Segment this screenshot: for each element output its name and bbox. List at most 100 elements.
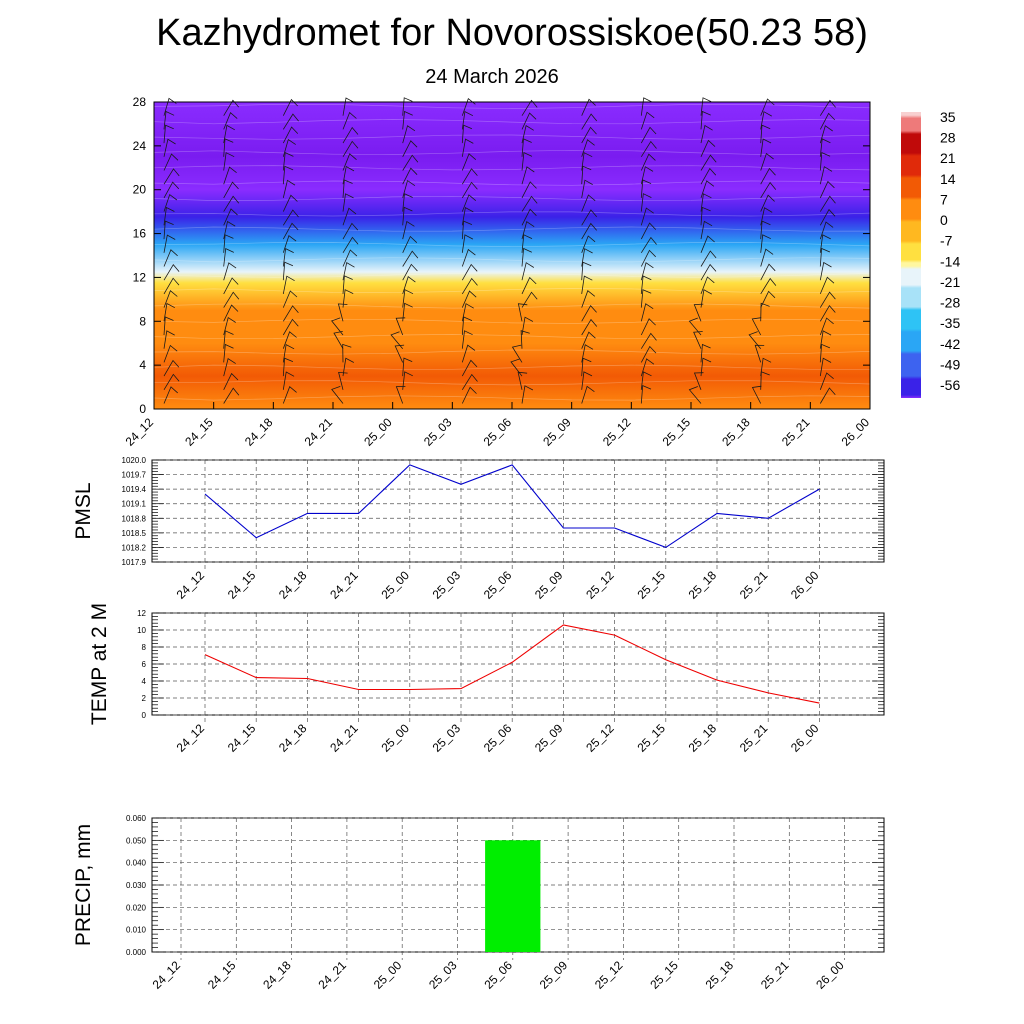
wind-barb bbox=[223, 343, 234, 363]
wind-barb bbox=[461, 234, 474, 253]
wind-barb bbox=[581, 371, 593, 390]
wind-barb bbox=[461, 386, 477, 404]
wind-barb bbox=[521, 195, 538, 212]
y-axis-label: PRECIP, mm bbox=[72, 824, 95, 946]
wind-barb bbox=[402, 276, 416, 295]
x-tick-label: 25_09 bbox=[537, 958, 571, 992]
x-tick-label: 25_00 bbox=[378, 568, 412, 602]
wind-barb bbox=[342, 111, 357, 130]
wind-barb bbox=[819, 276, 835, 295]
wind-barb bbox=[581, 165, 592, 185]
wind-barb bbox=[223, 277, 239, 295]
wind-barb bbox=[342, 236, 359, 254]
y-tick-label: 0.050 bbox=[126, 836, 147, 845]
wind-barb bbox=[402, 289, 414, 308]
contour-line bbox=[153, 119, 871, 125]
x-tick-label: 25_12 bbox=[583, 568, 617, 602]
colorbar-gradient bbox=[901, 112, 921, 398]
wind-barb bbox=[402, 97, 413, 116]
wind-barb bbox=[282, 222, 299, 240]
wind-barb bbox=[223, 181, 239, 199]
wind-barb bbox=[819, 138, 831, 157]
wind-barb bbox=[754, 344, 765, 363]
x-tick-label: 24_21 bbox=[327, 568, 361, 602]
wind-barb bbox=[819, 221, 834, 240]
wind-barb bbox=[394, 344, 405, 363]
wind-barb bbox=[640, 111, 655, 130]
y-tick-label: 10 bbox=[137, 626, 146, 635]
wind-barb bbox=[521, 316, 534, 336]
contour-line bbox=[153, 195, 871, 201]
wind-barb bbox=[760, 277, 777, 295]
wind-barb bbox=[461, 303, 474, 322]
wind-barb bbox=[342, 179, 353, 198]
y-tick-label: 0.000 bbox=[126, 948, 147, 957]
x-tick-label: 25_09 bbox=[532, 721, 566, 755]
contour-line bbox=[153, 134, 871, 140]
wind-barb bbox=[342, 126, 359, 144]
y-tick-label: 1018.5 bbox=[122, 529, 147, 538]
wind-barb bbox=[819, 99, 836, 116]
wind-barb bbox=[461, 248, 476, 267]
wind-barb bbox=[461, 153, 477, 171]
y-tick-label: 4 bbox=[142, 677, 147, 686]
wind-barb bbox=[521, 99, 538, 116]
wind-barb bbox=[819, 330, 832, 349]
wind-barb bbox=[163, 220, 174, 240]
x-tick-label: 24_21 bbox=[316, 958, 350, 992]
colorbar-label: 0 bbox=[940, 212, 948, 228]
wind-barb bbox=[163, 124, 174, 144]
y-tick-label: 4 bbox=[139, 358, 146, 372]
wind-barb bbox=[751, 317, 762, 336]
wind-barb bbox=[223, 220, 236, 240]
wind-barb bbox=[521, 166, 535, 185]
colorbar-label: -14 bbox=[940, 253, 960, 269]
wind-barb bbox=[223, 291, 240, 308]
wind-barb bbox=[163, 264, 180, 281]
wind-barb bbox=[640, 97, 652, 116]
wind-barb bbox=[521, 276, 537, 295]
wind-barb bbox=[163, 373, 180, 391]
wind-barb bbox=[640, 332, 657, 349]
wind-barb bbox=[223, 208, 238, 226]
colorbar-label: -42 bbox=[940, 336, 960, 352]
wind-barb bbox=[163, 316, 174, 336]
wind-barb bbox=[760, 194, 775, 212]
y-tick-label: 20 bbox=[133, 183, 147, 197]
wind-barb bbox=[163, 234, 176, 253]
wind-barb bbox=[402, 250, 419, 267]
wind-barb bbox=[282, 235, 297, 253]
x-tick-label: 24_15 bbox=[225, 568, 259, 602]
y-tick-label: 0.020 bbox=[126, 903, 147, 912]
y-tick-label: 2 bbox=[142, 694, 147, 703]
wind-barb bbox=[461, 138, 474, 157]
wind-barb bbox=[282, 331, 297, 349]
wind-barb bbox=[819, 195, 836, 212]
x-tick-label: 25_03 bbox=[430, 568, 464, 602]
wind-barb bbox=[461, 124, 473, 144]
x-tick-label: 25_21 bbox=[737, 568, 771, 602]
contour-line bbox=[153, 149, 871, 155]
colorbar-label: 21 bbox=[940, 150, 956, 166]
wind-barb bbox=[342, 222, 359, 240]
wind-barb bbox=[461, 168, 478, 185]
x-tick-label: 24_18 bbox=[276, 568, 310, 602]
wind-barb bbox=[461, 220, 473, 240]
x-tick-label: 24_21 bbox=[302, 415, 336, 449]
x-tick-label: 24_15 bbox=[225, 721, 259, 755]
precip-bar bbox=[485, 840, 541, 952]
wind-barb bbox=[819, 343, 831, 363]
wind-barb bbox=[223, 330, 234, 349]
wind-barb bbox=[163, 138, 176, 157]
wind-barb bbox=[282, 179, 296, 198]
wind-barb bbox=[581, 113, 598, 130]
wind-barb bbox=[223, 387, 240, 404]
colorbar: 35 28 21 14 7 0 -7 -14 -21 -28 -35 -42 -49 -56 bbox=[901, 109, 960, 398]
wind-barb bbox=[521, 262, 535, 281]
wind-barb bbox=[521, 208, 537, 226]
y-tick-label: 12 bbox=[137, 609, 146, 618]
wind-barb bbox=[282, 386, 297, 404]
y-tick-label: 24 bbox=[133, 139, 147, 153]
wind-barb bbox=[581, 222, 598, 240]
wind-barb bbox=[760, 167, 776, 185]
